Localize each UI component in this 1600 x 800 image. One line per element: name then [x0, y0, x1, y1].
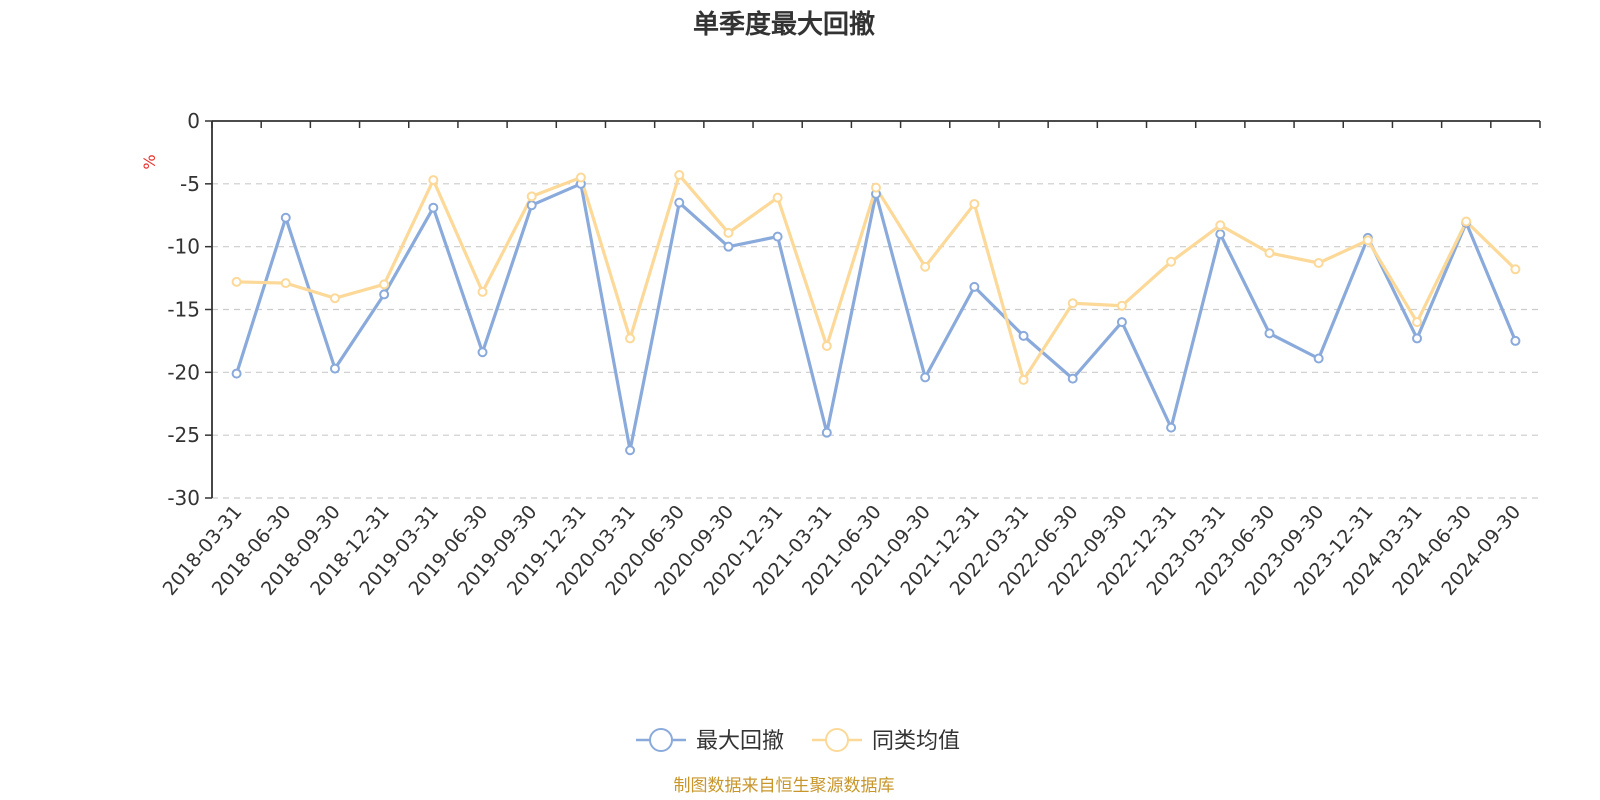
data-point — [1166, 256, 1177, 267]
data-point — [772, 192, 783, 203]
data-point — [1313, 353, 1324, 364]
data-point — [428, 175, 439, 186]
axes: 0-5-10-15-20-25-302018-03-312018-06-3020… — [159, 109, 1541, 600]
series-lines — [231, 170, 1521, 456]
data-point — [625, 445, 636, 456]
data-point — [1215, 229, 1226, 240]
data-point — [1362, 235, 1373, 246]
data-point — [1116, 300, 1127, 311]
data-point — [477, 286, 488, 297]
data-point — [280, 212, 291, 223]
y-tick-label: -5 — [180, 172, 200, 196]
data-point — [625, 333, 636, 344]
data-point — [1264, 328, 1275, 339]
data-point — [231, 276, 242, 287]
y-tick-label: -10 — [167, 235, 200, 259]
data-point — [1166, 422, 1177, 433]
y-tick-label: -25 — [167, 423, 200, 447]
data-point — [1215, 220, 1226, 231]
data-point — [477, 347, 488, 358]
data-point — [379, 289, 390, 300]
data-point — [526, 200, 537, 211]
data-point — [379, 279, 390, 290]
data-point — [969, 281, 980, 292]
data-point — [1510, 335, 1521, 346]
legend-label: 同类均值 — [872, 729, 960, 754]
data-point — [329, 363, 340, 374]
data-point — [1461, 216, 1472, 227]
y-tick-label: -20 — [167, 360, 200, 384]
data-source-note: 制图数据来自恒生聚源数据库 — [674, 776, 895, 796]
data-point — [1412, 333, 1423, 344]
data-point — [1264, 247, 1275, 258]
data-point — [428, 202, 439, 213]
series-line-max-drawdown — [235, 182, 1517, 452]
data-point — [1510, 264, 1521, 275]
legend-label: 最大回撤 — [696, 729, 784, 754]
data-point — [1018, 330, 1029, 341]
y-tick-label: -30 — [167, 486, 200, 510]
data-point — [772, 231, 783, 242]
data-point — [1116, 317, 1127, 328]
grid-lines — [212, 183, 1540, 499]
data-point — [1313, 258, 1324, 269]
legend-item[interactable]: 同类均值 — [812, 728, 960, 754]
legend[interactable]: 最大回撤 同类均值 — [636, 728, 960, 754]
data-point — [674, 197, 685, 208]
data-point — [674, 170, 685, 181]
legend-circle-icon — [649, 728, 673, 752]
data-point — [329, 293, 340, 304]
data-point — [723, 227, 734, 238]
data-point — [1412, 317, 1423, 328]
data-point — [231, 368, 242, 379]
legend-circle-icon — [825, 728, 849, 752]
legend-item[interactable]: 最大回撤 — [636, 728, 784, 754]
data-point — [871, 182, 881, 193]
data-point — [920, 261, 931, 272]
data-point — [969, 198, 980, 209]
data-point — [1067, 373, 1078, 384]
y-tick-label: 0 — [187, 109, 200, 133]
data-point — [575, 172, 586, 183]
y-axis-unit: % — [140, 154, 159, 169]
data-point — [526, 191, 537, 202]
y-tick-label: -15 — [167, 298, 200, 322]
data-point — [920, 372, 931, 383]
data-point — [1067, 298, 1078, 309]
data-point — [280, 278, 291, 289]
data-point — [723, 241, 734, 252]
chart-title: 单季度最大回撤 — [693, 9, 875, 40]
data-point — [821, 340, 832, 351]
data-point — [1018, 374, 1029, 385]
data-point — [821, 427, 832, 438]
